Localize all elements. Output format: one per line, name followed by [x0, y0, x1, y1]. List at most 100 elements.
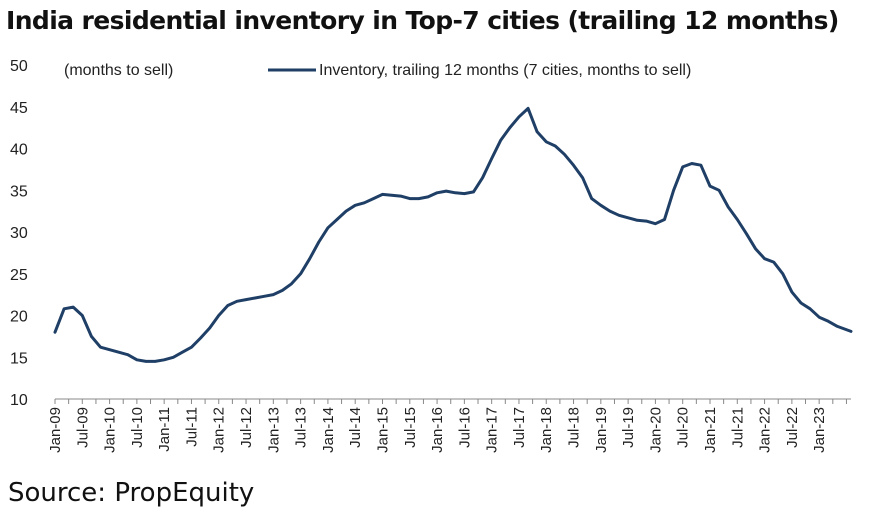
x-tick-label: Jul-21	[729, 407, 746, 448]
series-line	[53, 106, 853, 363]
data-point	[372, 197, 375, 200]
data-point	[163, 359, 165, 361]
data-point	[409, 197, 411, 200]
data-point	[217, 314, 220, 317]
data-point	[627, 217, 629, 219]
data-point	[509, 126, 511, 129]
y-axis: 10 15 20 25 30 35 40 45 50	[10, 58, 28, 409]
data-point	[327, 227, 329, 229]
data-point	[254, 297, 256, 299]
data-point	[800, 302, 802, 304]
data-point	[363, 202, 366, 204]
x-tick-label: Jul-19	[620, 407, 637, 448]
x-tick-label: Jan-19	[593, 407, 610, 453]
data-point	[791, 291, 793, 293]
x-tick-label: Jul-20	[675, 407, 692, 448]
y-tick-label: 20	[10, 309, 28, 326]
data-point	[754, 247, 757, 250]
data-point	[718, 189, 720, 192]
data-point	[454, 192, 457, 194]
x-tick-label: Jan-10	[102, 407, 119, 453]
data-point	[782, 273, 784, 275]
x-tick-label: Jul-22	[784, 407, 801, 448]
data-point	[208, 327, 211, 329]
data-point	[445, 190, 448, 192]
data-point	[354, 204, 357, 207]
data-point	[581, 176, 584, 179]
y-tick-label: 30	[10, 225, 28, 242]
data-point	[536, 131, 538, 133]
data-point	[154, 360, 156, 363]
x-tick-label: Jan-11	[156, 407, 173, 452]
x-tick-label: Jul-13	[293, 407, 310, 448]
data-point	[299, 273, 302, 275]
data-point	[245, 298, 247, 301]
x-tick-label: Jan-13	[265, 407, 282, 453]
data-point	[390, 194, 393, 197]
x-tick-label: Jul-14	[347, 407, 364, 448]
data-point	[600, 204, 602, 207]
data-point	[117, 351, 120, 354]
data-point	[672, 189, 675, 192]
data-point	[145, 360, 147, 363]
x-axis: Jan-09 Jul-09 Jan-10 Jul-10 Jan-11 Jul-11 Jan-…	[47, 398, 851, 453]
chart-title: India residential inventory in Top-7 cit…	[6, 6, 839, 35]
data-point	[345, 210, 347, 212]
data-point	[81, 314, 84, 317]
data-point	[190, 346, 193, 349]
data-point	[236, 300, 238, 303]
y-tick-label: 15	[10, 350, 28, 367]
x-tick-label: Jan-09	[47, 407, 64, 453]
data-point	[72, 306, 74, 308]
data-point	[663, 218, 666, 221]
data-point	[272, 293, 275, 296]
data-point	[700, 164, 702, 166]
x-tick-label: Jan-15	[374, 407, 391, 453]
data-point	[472, 191, 475, 193]
data-point	[681, 166, 684, 168]
source-note: Source: PropEquity	[8, 478, 255, 508]
x-tick-label: Jan-16	[429, 407, 446, 453]
data-point	[308, 257, 311, 260]
x-tick-label: Jul-15	[402, 407, 419, 448]
x-tick-label: Jul-11	[183, 407, 200, 447]
data-point	[54, 331, 56, 334]
data-point	[554, 145, 557, 147]
data-point	[99, 346, 102, 349]
x-tick-label: Jul-18	[566, 407, 583, 448]
data-point	[572, 164, 575, 166]
legend-label: Inventory, trailing 12 months (7 cities,…	[319, 62, 691, 79]
x-tick-label: Jul-17	[511, 407, 528, 448]
x-tick-label: Jan-17	[484, 407, 501, 453]
x-tick-label: Jan-22	[757, 407, 774, 453]
x-tick-label: Jan-20	[647, 407, 664, 453]
data-point	[318, 241, 320, 243]
data-point	[709, 185, 711, 187]
data-point	[590, 197, 593, 200]
data-point	[654, 222, 657, 225]
x-tick-label: Jul-10	[129, 407, 146, 448]
data-point	[490, 157, 493, 160]
data-point	[63, 308, 65, 310]
data-point	[527, 107, 529, 110]
data-point	[745, 232, 748, 235]
x-tick-label: Jul-09	[74, 407, 91, 448]
data-point	[281, 289, 284, 292]
data-point	[609, 210, 611, 212]
x-tick-label: Jul-16	[456, 407, 473, 448]
data-point	[227, 304, 229, 307]
y-tick-label: 40	[10, 142, 28, 159]
y-tick-label: 10	[10, 392, 28, 409]
x-tick-label: Jul-12	[238, 407, 255, 448]
data-point	[436, 192, 438, 194]
data-point	[127, 353, 129, 356]
data-point	[727, 206, 729, 208]
data-point	[136, 359, 138, 361]
data-point	[381, 193, 384, 196]
x-tick-label: Jan-23	[811, 407, 828, 453]
data-point	[427, 196, 429, 198]
data-point	[850, 330, 852, 333]
series-inventory	[53, 106, 853, 363]
data-point	[263, 295, 266, 298]
